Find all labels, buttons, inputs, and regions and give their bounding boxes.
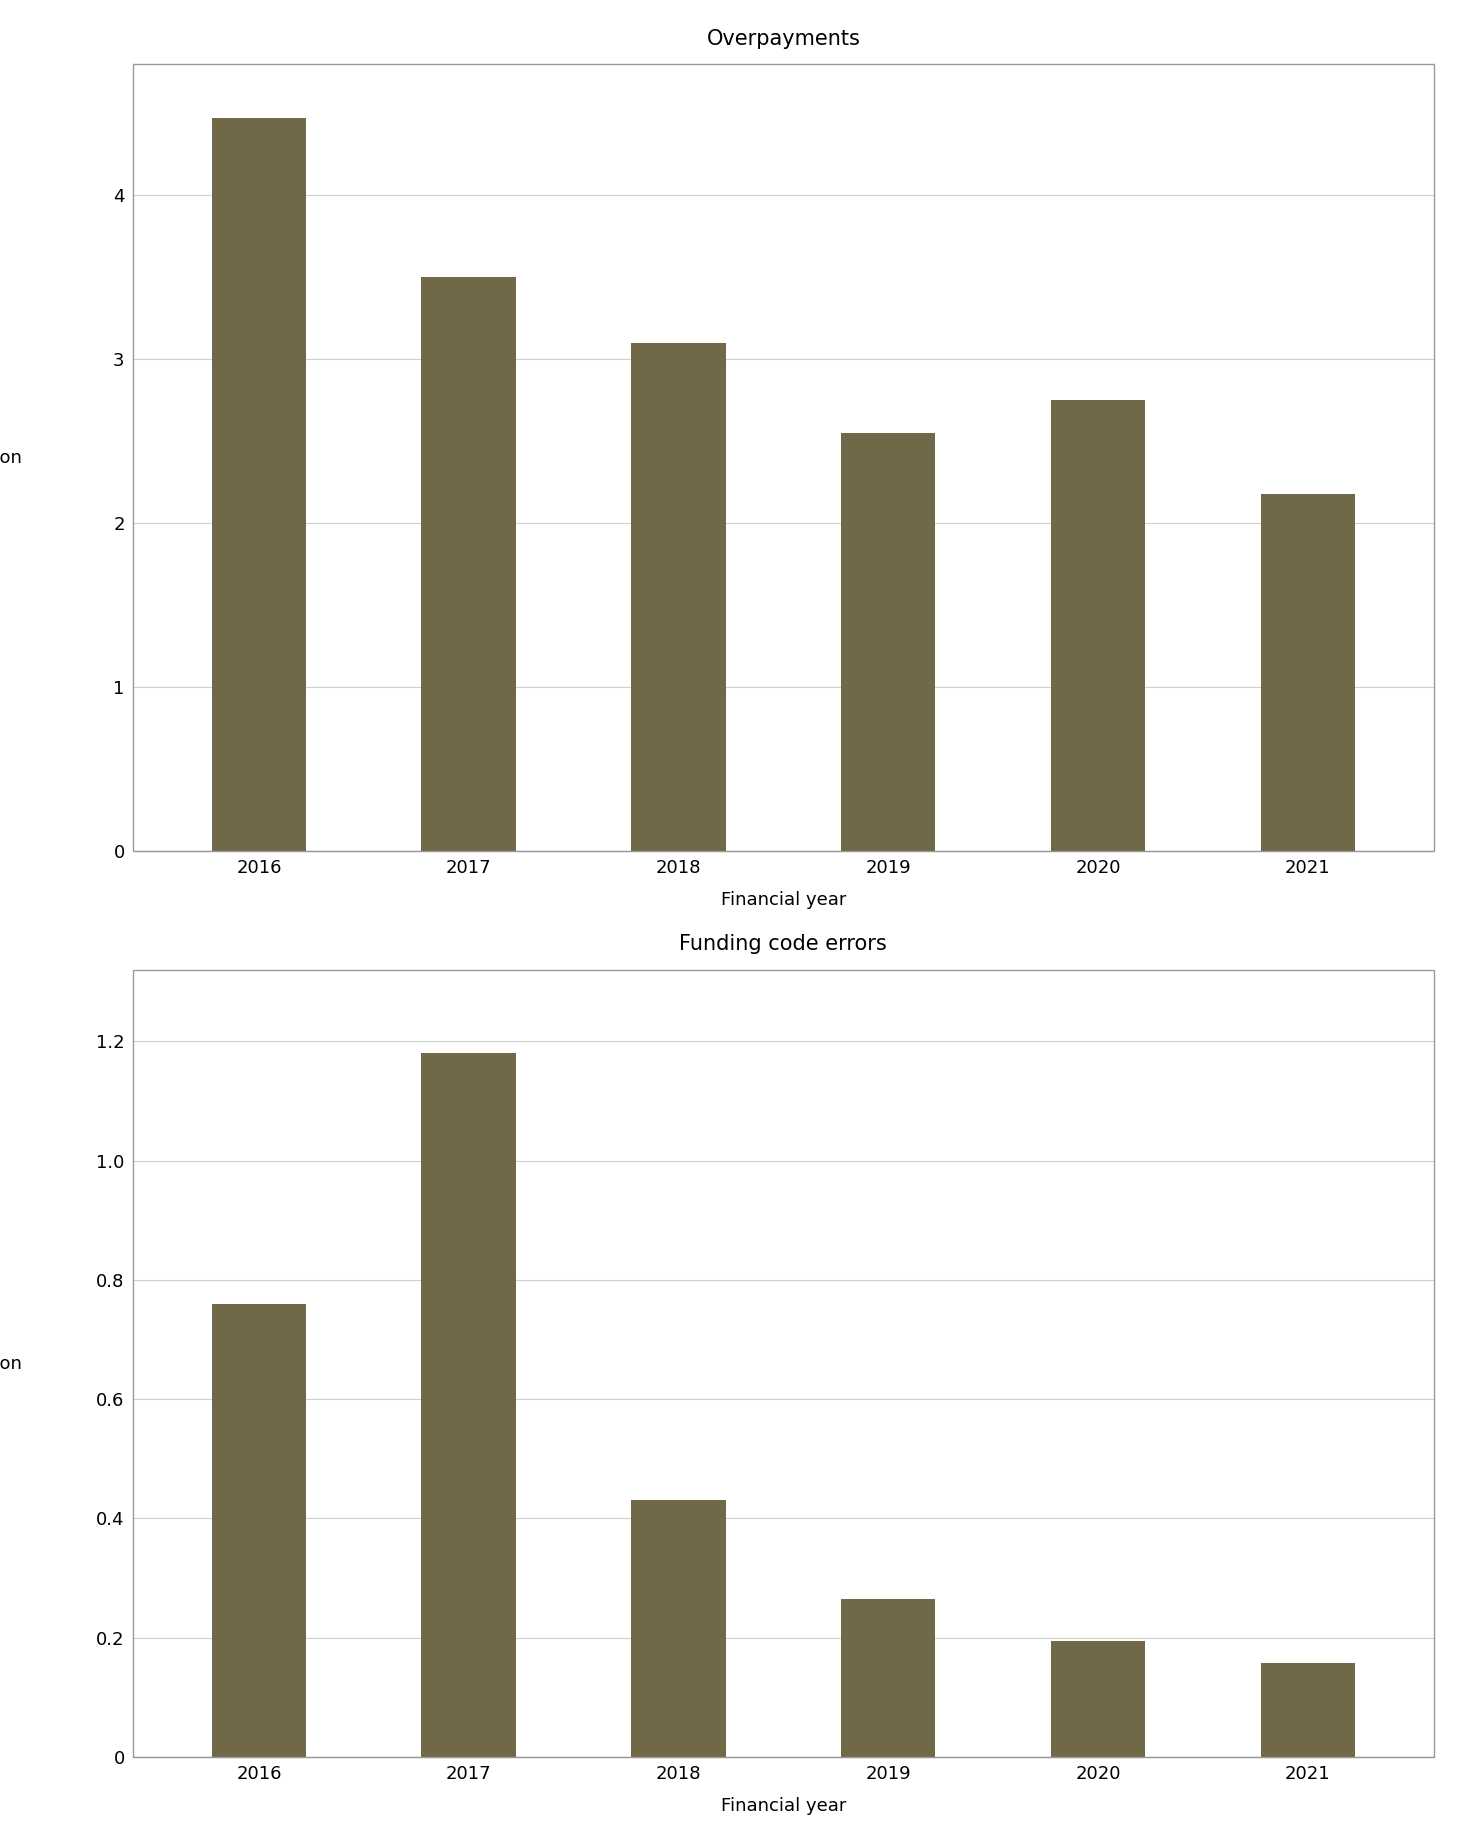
Bar: [841, 434, 936, 851]
Bar: [631, 342, 726, 851]
X-axis label: Financial year: Financial year: [721, 1797, 845, 1815]
Title: Funding code errors: Funding code errors: [680, 935, 887, 955]
Bar: [421, 1054, 516, 1757]
Bar: [1261, 1663, 1355, 1757]
Bar: [211, 1303, 306, 1757]
Bar: [421, 276, 516, 851]
X-axis label: Financial year: Financial year: [721, 891, 845, 910]
Title: Overpayments: Overpayments: [706, 29, 860, 49]
Y-axis label: $million: $million: [0, 448, 22, 467]
Bar: [1261, 494, 1355, 851]
Bar: [841, 1599, 936, 1757]
Bar: [1051, 401, 1145, 851]
Bar: [631, 1501, 726, 1757]
Y-axis label: $million: $million: [0, 1354, 22, 1372]
Bar: [211, 119, 306, 851]
Bar: [1051, 1640, 1145, 1757]
